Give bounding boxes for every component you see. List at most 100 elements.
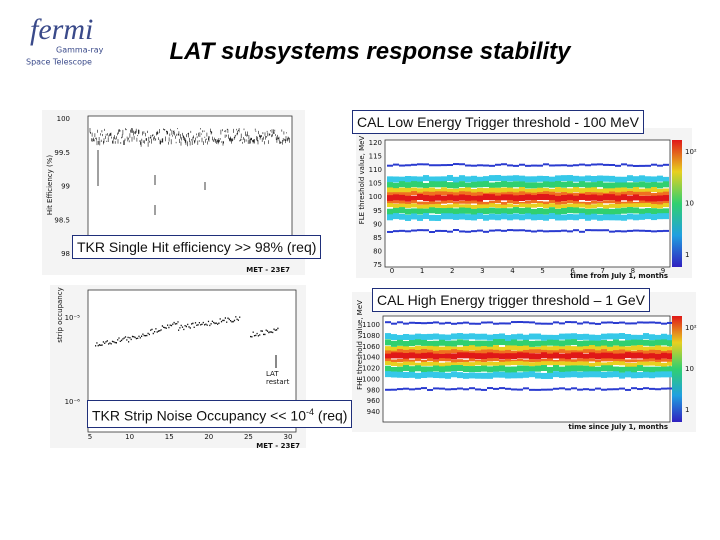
heat-cell xyxy=(397,352,403,359)
heat-cell xyxy=(565,345,571,351)
heat-cell xyxy=(547,339,553,346)
heat-cell xyxy=(451,333,457,340)
heat-cell xyxy=(619,366,625,373)
heat-cell xyxy=(517,388,523,391)
heat-cell xyxy=(403,333,409,340)
heat-cell xyxy=(433,387,439,390)
heat-cell xyxy=(537,229,543,232)
heat-cell xyxy=(547,372,553,379)
colorbar-label: 10² xyxy=(685,324,697,332)
heat-cell xyxy=(465,182,471,189)
heat-cell xyxy=(427,333,433,340)
heat-cell xyxy=(493,387,499,390)
heat-cell xyxy=(429,214,435,221)
heat-cell xyxy=(553,365,559,372)
caption-text: TKR Strip Noise Occupancy << 10 xyxy=(92,407,306,424)
heat-cell xyxy=(603,214,609,221)
heat-cell xyxy=(547,366,553,373)
heat-cell xyxy=(463,388,469,391)
heat-cell xyxy=(649,366,655,373)
heat-cell xyxy=(463,365,469,372)
heat-cell xyxy=(525,194,531,201)
heat-cell xyxy=(607,346,613,352)
heat-cell xyxy=(411,195,417,202)
heat-cell xyxy=(595,346,601,352)
heat-cell xyxy=(591,194,597,201)
heat-cell xyxy=(439,353,445,360)
heat-cell xyxy=(507,187,513,193)
heat-cell xyxy=(621,163,627,166)
heat-cell xyxy=(549,200,555,204)
heat-cell xyxy=(519,187,525,193)
heat-cell xyxy=(405,230,411,233)
heat-cell xyxy=(423,195,429,202)
heat-cell xyxy=(619,346,625,352)
heat-cell xyxy=(619,372,625,379)
y-tick-label: 120 xyxy=(369,139,382,147)
heat-cell xyxy=(477,176,483,183)
y-tick-label: 95 xyxy=(373,207,382,215)
heat-cell xyxy=(535,340,541,347)
heat-cell xyxy=(429,164,435,167)
heat-cell xyxy=(453,229,459,232)
heat-cell xyxy=(483,230,489,233)
heat-cell xyxy=(523,371,529,378)
y-axis-label: Hit Efficiency (%) xyxy=(46,155,54,216)
heat-cell xyxy=(631,359,637,363)
heat-cell xyxy=(477,229,483,232)
heat-cell xyxy=(457,339,463,346)
heat-cell xyxy=(523,339,529,346)
heat-cell xyxy=(523,387,529,390)
heat-cell xyxy=(441,191,447,196)
heat-cell xyxy=(607,371,613,378)
heat-cell xyxy=(573,175,579,182)
heat-cell xyxy=(625,371,631,378)
heat-cell xyxy=(439,358,445,362)
heat-cell xyxy=(393,176,399,183)
heat-cell xyxy=(409,366,415,373)
heat-cell xyxy=(537,194,543,201)
heat-cell xyxy=(493,361,499,366)
y-tick-label: 80 xyxy=(373,247,382,255)
heat-cell xyxy=(439,346,445,352)
heat-cell xyxy=(657,182,663,189)
heat-cell xyxy=(553,352,559,359)
heat-cell xyxy=(523,334,529,341)
heat-cell xyxy=(453,195,459,202)
heat-cell xyxy=(403,365,409,372)
heat-cell xyxy=(469,372,475,379)
heat-cell xyxy=(571,359,577,363)
heat-cell xyxy=(559,346,565,352)
heat-cell xyxy=(531,188,537,194)
heat-cell xyxy=(657,208,663,215)
heat-cell xyxy=(447,194,453,201)
heat-cell xyxy=(657,175,663,182)
heat-cell xyxy=(621,230,627,233)
x-axis-label: MET - 23E7 xyxy=(256,442,300,450)
heat-cell xyxy=(595,340,601,347)
heat-cell xyxy=(637,388,643,391)
heat-cell xyxy=(537,175,543,182)
y-tick-label: 1020 xyxy=(362,365,380,373)
heat-cell xyxy=(399,176,405,183)
heat-cell xyxy=(631,372,637,379)
heat-cell xyxy=(465,207,471,214)
colorbar xyxy=(672,140,682,267)
heat-cell xyxy=(565,388,571,391)
heat-cell xyxy=(499,371,505,378)
heat-cell xyxy=(573,192,579,197)
x-tick-label: 15 xyxy=(165,433,174,441)
heat-cell xyxy=(579,201,585,205)
heat-cell xyxy=(615,201,621,205)
heat-cell xyxy=(403,340,409,347)
heat-cell xyxy=(589,371,595,378)
heat-cell xyxy=(637,321,643,324)
heat-cell xyxy=(631,334,637,341)
heat-cell xyxy=(543,188,549,194)
heat-cell xyxy=(613,358,619,362)
heat-cell xyxy=(477,187,483,193)
heat-cell xyxy=(441,200,447,204)
heat-cell xyxy=(663,229,669,232)
heat-cell xyxy=(547,353,553,360)
heat-cell xyxy=(591,192,597,197)
